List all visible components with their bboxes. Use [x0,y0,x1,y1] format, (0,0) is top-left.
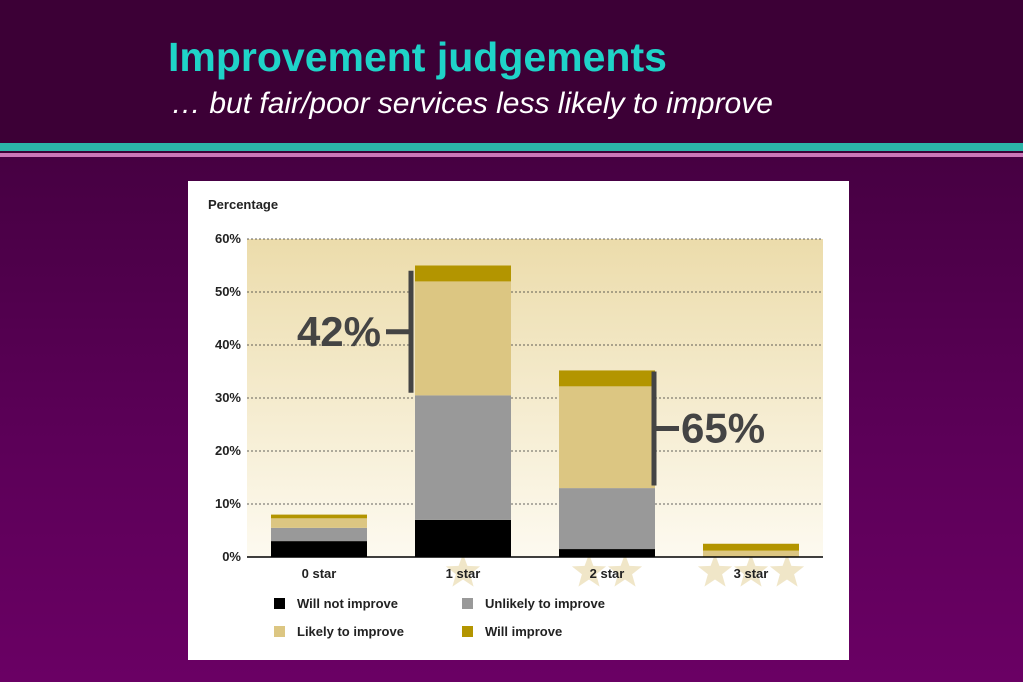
callout-label: 65% [681,404,765,451]
legend-swatch [274,598,285,609]
stacked-bar-chart: 0% 10% 20% 30% 40% 50% 60% 0 star 1 star 2 star 3… [208,197,823,639]
y-tick-label: 50% [215,284,241,299]
x-tick-label: 2 star [590,566,625,581]
star-icon [445,554,481,587]
star-icon [607,554,643,587]
star-icon [769,554,805,587]
bar-segment [703,550,799,557]
legend-label: Will not improve [297,596,398,611]
y-tick-label: 20% [215,443,241,458]
dark-divider [0,151,1023,153]
legend-label: Unlikely to improve [485,596,605,611]
legend-swatch [462,626,473,637]
bar-segment [559,370,655,387]
y-tick-label: 0% [222,549,241,564]
legend-swatch [274,626,285,637]
bar-segment [415,281,511,396]
legend-swatch [462,598,473,609]
y-tick-label: 60% [215,231,241,246]
y-tick-label: 40% [215,337,241,352]
legend-label: Will improve [485,624,562,639]
y-tick-label: 30% [215,390,241,405]
slide-subtitle: … but fair/poor services less likely to … [171,87,773,120]
bar-segment [271,541,367,557]
title-area [0,0,1023,143]
star-icon [733,554,769,587]
x-tick-label: 0 star [302,566,337,581]
teal-divider [0,143,1023,151]
bar-segment [559,386,655,489]
star-icon [697,554,733,587]
bar-segment [415,265,511,282]
legend-label: Likely to improve [297,624,404,639]
bar-segment [703,543,799,551]
bar-segment [559,488,655,550]
y-tick-label: 10% [215,496,241,511]
bar-segment [271,518,367,528]
callout-label: 42% [297,308,381,355]
y-axis-label: Percentage [208,197,278,212]
star-icon [571,554,607,587]
x-tick-label: 3 star [734,566,769,581]
pink-divider [0,153,1023,157]
bar-segment [271,527,367,542]
x-tick-label: 1 star [446,566,481,581]
bar-segment [415,395,511,520]
bar-segment [559,549,655,557]
bar-segment [415,519,511,557]
chart-panel: 0% 10% 20% 30% 40% 50% 60% 0 star 1 star 2 star 3… [188,181,849,660]
slide-title: Improvement judgements [168,34,667,80]
bar-segment [271,514,367,519]
